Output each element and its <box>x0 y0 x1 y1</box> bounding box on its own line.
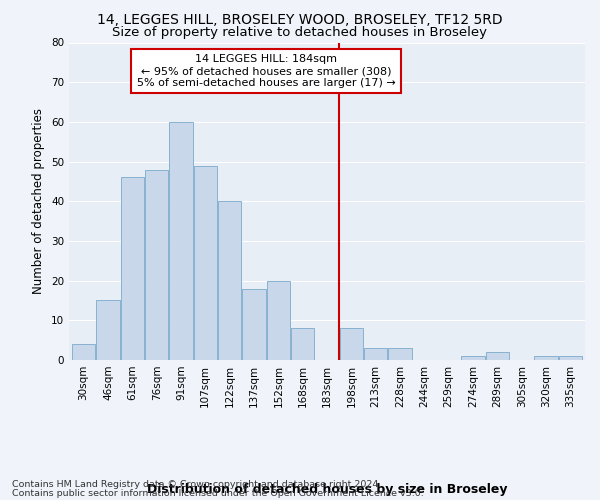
Bar <box>535 356 557 360</box>
Bar <box>267 280 290 360</box>
Y-axis label: Number of detached properties: Number of detached properties <box>32 108 46 294</box>
Text: Contains public sector information licensed under the Open Government Licence v3: Contains public sector information licen… <box>12 488 424 498</box>
Text: 14, LEGGES HILL, BROSELEY WOOD, BROSELEY, TF12 5RD: 14, LEGGES HILL, BROSELEY WOOD, BROSELEY… <box>97 12 503 26</box>
Bar <box>461 356 485 360</box>
Bar <box>218 201 241 360</box>
Bar <box>388 348 412 360</box>
Bar <box>242 288 266 360</box>
Text: 14 LEGGES HILL: 184sqm
← 95% of detached houses are smaller (308)
5% of semi-det: 14 LEGGES HILL: 184sqm ← 95% of detached… <box>137 54 395 88</box>
Bar <box>121 178 144 360</box>
Bar <box>291 328 314 360</box>
Bar <box>340 328 363 360</box>
Bar <box>145 170 168 360</box>
Bar <box>559 356 582 360</box>
Bar <box>72 344 95 360</box>
Text: Size of property relative to detached houses in Broseley: Size of property relative to detached ho… <box>113 26 487 39</box>
Bar <box>97 300 119 360</box>
Bar <box>486 352 509 360</box>
Bar <box>169 122 193 360</box>
X-axis label: Distribution of detached houses by size in Broseley: Distribution of detached houses by size … <box>147 484 507 496</box>
Text: Contains HM Land Registry data © Crown copyright and database right 2024.: Contains HM Land Registry data © Crown c… <box>12 480 382 489</box>
Bar <box>194 166 217 360</box>
Bar <box>364 348 387 360</box>
